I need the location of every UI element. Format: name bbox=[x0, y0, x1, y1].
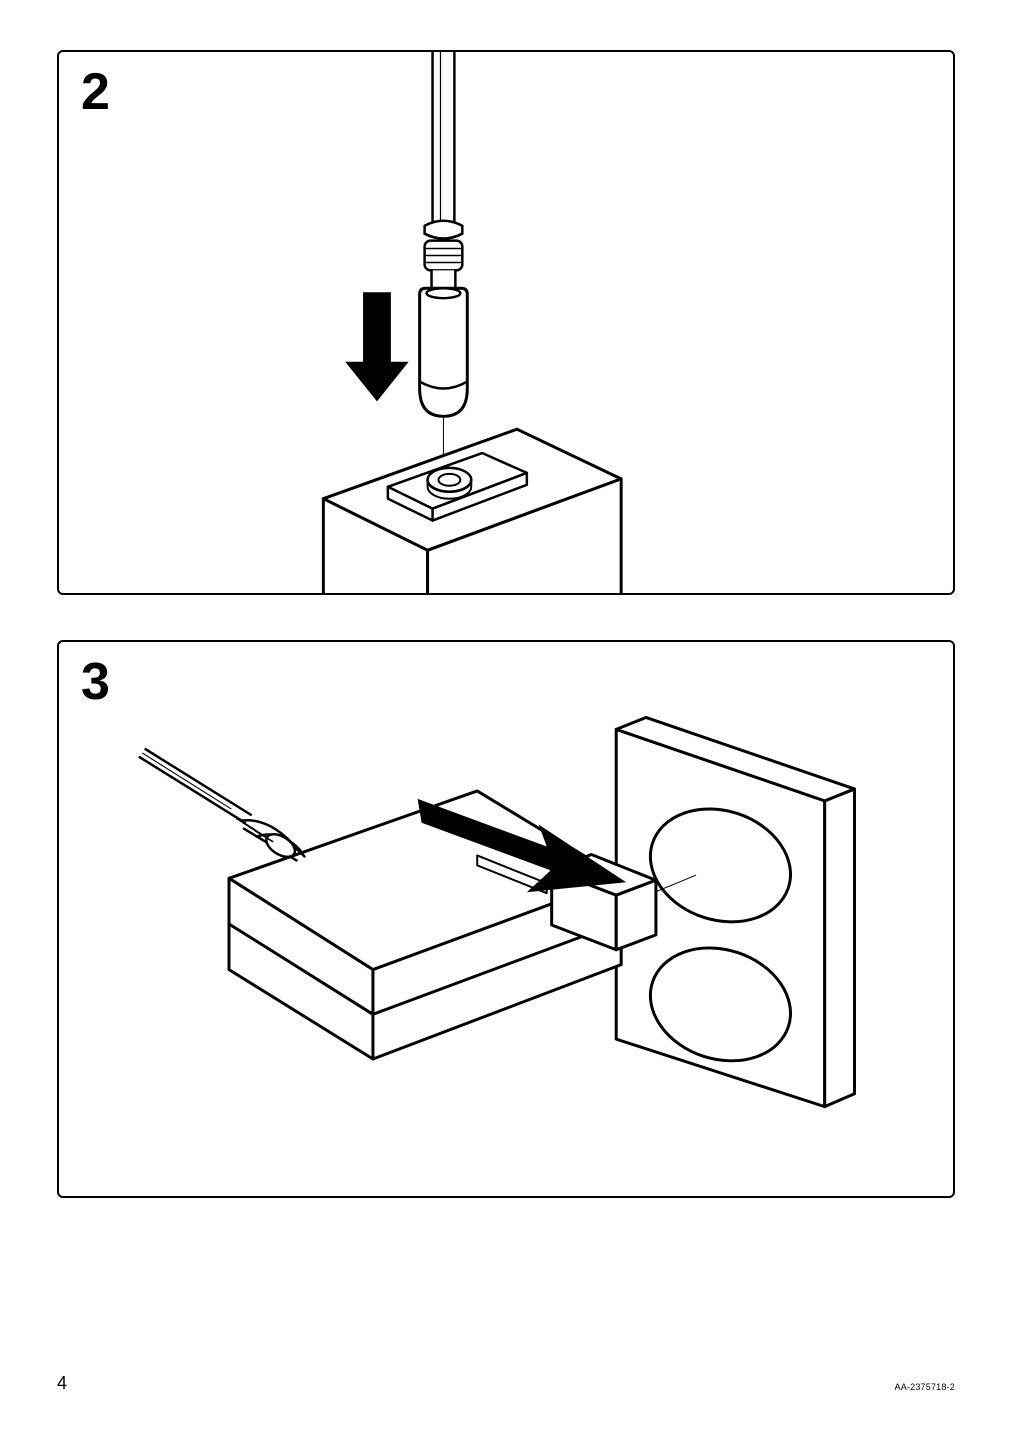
step-2-illustration bbox=[59, 52, 953, 593]
instruction-page: 2 bbox=[0, 0, 1012, 1432]
down-arrow-icon bbox=[345, 292, 409, 401]
document-id: AA-2375718-2 bbox=[895, 1382, 955, 1392]
step-3-illustration bbox=[59, 642, 953, 1196]
step-3-panel: 3 bbox=[57, 640, 955, 1198]
page-number: 4 bbox=[57, 1373, 67, 1394]
step-2-panel: 2 bbox=[57, 50, 955, 595]
